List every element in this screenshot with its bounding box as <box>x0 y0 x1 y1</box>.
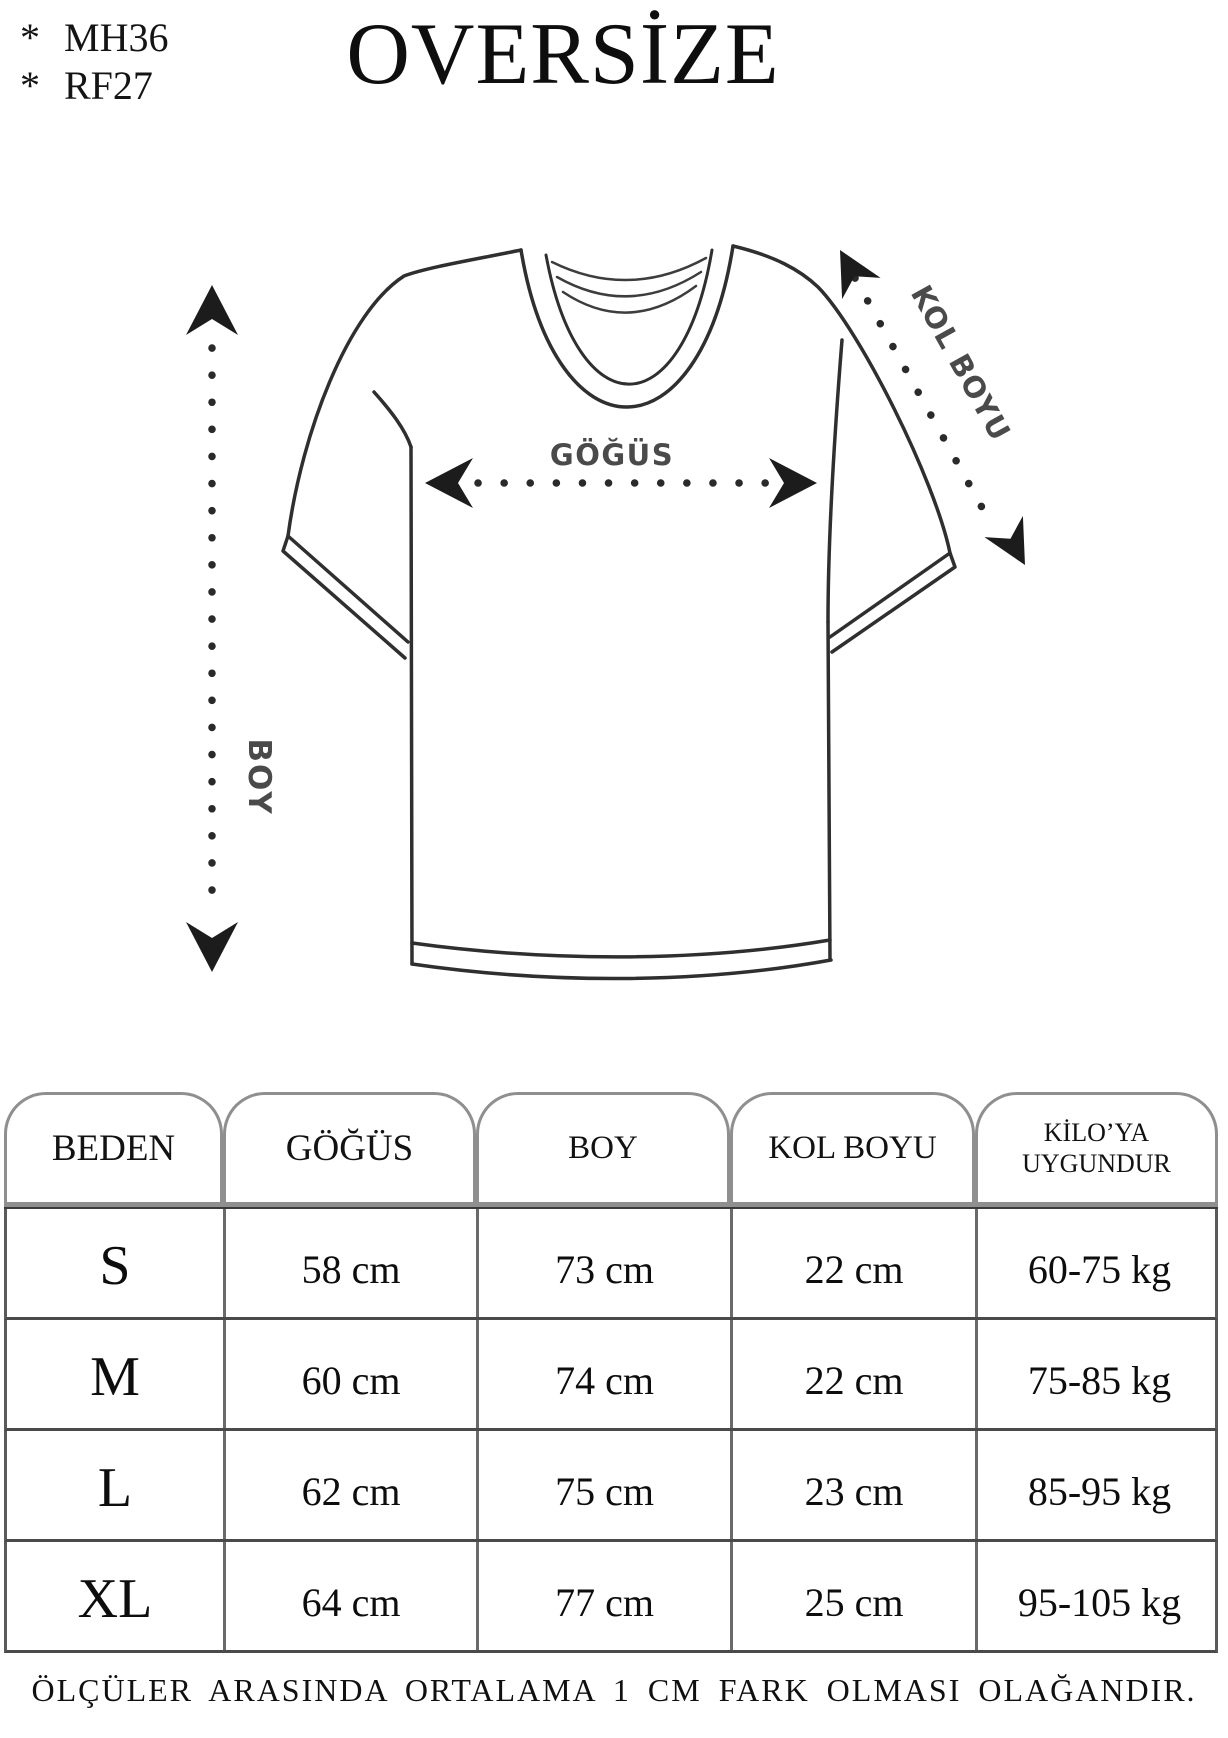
cell-chest: 58 cm <box>226 1209 479 1317</box>
cell-sleeve: 22 cm <box>733 1209 978 1317</box>
product-code-line: * RF27 <box>20 62 168 110</box>
header-kiloya-uygundur: KİLO’YA UYGUNDUR <box>975 1092 1218 1202</box>
header-boy: BOY <box>476 1092 730 1202</box>
cell-sleeve: 25 cm <box>733 1542 978 1650</box>
sleeve-arrow: KOL BOYU <box>840 250 1025 565</box>
length-label: BOY <box>241 738 277 815</box>
size-table-header: BEDEN GÖĞÜS BOY KOL BOYU KİLO’YA UYGUNDU… <box>4 1092 1218 1207</box>
cell-length: 77 cm <box>479 1542 733 1650</box>
cell-weight: 95-105 kg <box>1017 1579 1182 1625</box>
header-beden: BEDEN <box>4 1092 223 1202</box>
sleeve-label: KOL BOYU <box>904 279 1017 447</box>
product-codes: * MH36 * RF27 <box>20 14 168 110</box>
header-gogus: GÖĞÜS <box>223 1092 476 1202</box>
cell-size: L <box>7 1431 226 1539</box>
cell-weight: 85-95 kg <box>1027 1468 1172 1514</box>
product-code-line: * MH36 <box>20 14 168 62</box>
cell-chest: 60 cm <box>226 1320 479 1428</box>
table-row-s: S 58 cm 73 cm 22 cm 60-75 kg <box>4 1209 1218 1320</box>
arrowhead-up-icon <box>186 285 238 335</box>
cell-weight: 60-75 kg <box>1027 1246 1172 1292</box>
cell-length: 73 cm <box>479 1209 733 1317</box>
size-table-body: S 58 cm 73 cm 22 cm 60-75 kg M 60 cm 74 … <box>4 1207 1218 1653</box>
table-row-l: L 62 cm 75 cm 23 cm 85-95 kg <box>4 1431 1218 1542</box>
tshirt-measurement-diagram: BOY GÖĞÜS KOL BOYU <box>186 244 1025 981</box>
bullet-star-icon: * <box>20 63 40 108</box>
page-title: OVERSİZE <box>346 6 780 103</box>
arrowhead-right-icon <box>769 458 817 508</box>
length-arrow: BOY <box>186 285 277 972</box>
cell-size: M <box>7 1320 226 1428</box>
chest-arrow: GÖĞÜS <box>425 438 817 508</box>
arrowhead-left-icon <box>425 458 473 508</box>
bullet-star-icon: * <box>20 15 40 60</box>
cell-weight: 75-85 kg <box>1027 1357 1172 1403</box>
cell-length: 74 cm <box>479 1320 733 1428</box>
size-table: BEDEN GÖĞÜS BOY KOL BOYU KİLO’YA UYGUNDU… <box>4 1092 1218 1653</box>
arrowhead-down-icon <box>186 922 238 972</box>
header-kol-boyu: KOL BOYU <box>730 1092 975 1202</box>
arrowhead-upleft-icon <box>840 250 881 300</box>
tolerance-note: ÖLÇÜLER ARASINDA ORTALAMA 1 CM FARK OLMA… <box>31 1672 1197 1708</box>
header-kiloya-uygundur-text: KİLO’YA UYGUNDUR <box>1022 1117 1171 1178</box>
table-row-xl: XL 64 cm 77 cm 25 cm 95-105 kg <box>4 1542 1218 1653</box>
cell-chest: 62 cm <box>226 1431 479 1539</box>
cell-size: XL <box>7 1542 226 1650</box>
arrowhead-downright-icon <box>984 515 1025 565</box>
product-code: RF27 <box>64 63 153 108</box>
tshirt-outline <box>281 244 957 981</box>
table-row-m: M 60 cm 74 cm 22 cm 75-85 kg <box>4 1320 1218 1431</box>
cell-length: 75 cm <box>479 1431 733 1539</box>
cell-sleeve: 23 cm <box>733 1431 978 1539</box>
product-code: MH36 <box>64 15 169 60</box>
cell-sleeve: 22 cm <box>733 1320 978 1428</box>
cell-chest: 64 cm <box>226 1542 479 1650</box>
cell-size: S <box>7 1209 226 1317</box>
chest-label: GÖĞÜS <box>550 438 674 472</box>
